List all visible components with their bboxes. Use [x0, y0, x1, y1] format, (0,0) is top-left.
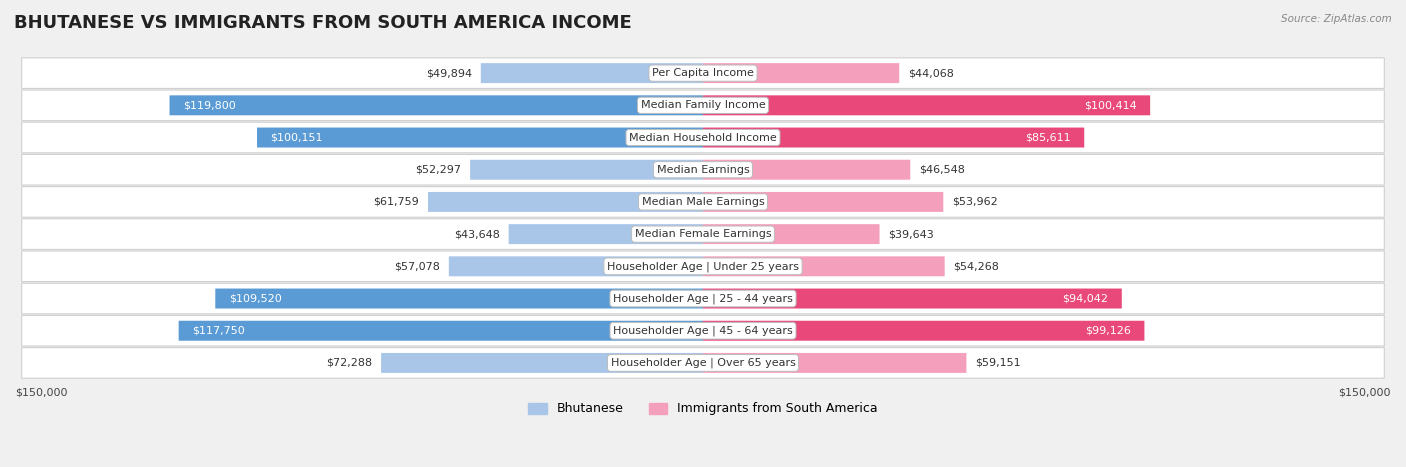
Text: $85,611: $85,611 [1025, 133, 1071, 142]
FancyBboxPatch shape [21, 122, 1385, 153]
Text: Householder Age | 45 - 64 years: Householder Age | 45 - 64 years [613, 325, 793, 336]
FancyBboxPatch shape [703, 256, 945, 276]
Text: $119,800: $119,800 [183, 100, 236, 110]
Text: $44,068: $44,068 [908, 68, 955, 78]
FancyBboxPatch shape [179, 321, 703, 341]
Text: Per Capita Income: Per Capita Income [652, 68, 754, 78]
Text: $150,000: $150,000 [15, 387, 67, 397]
FancyBboxPatch shape [509, 224, 703, 244]
FancyBboxPatch shape [449, 256, 703, 276]
Text: Median Male Earnings: Median Male Earnings [641, 197, 765, 207]
FancyBboxPatch shape [703, 95, 1150, 115]
FancyBboxPatch shape [21, 251, 1385, 282]
Text: Householder Age | 25 - 44 years: Householder Age | 25 - 44 years [613, 293, 793, 304]
Text: $53,962: $53,962 [952, 197, 998, 207]
FancyBboxPatch shape [703, 127, 1084, 148]
Text: $100,151: $100,151 [270, 133, 323, 142]
Text: $49,894: $49,894 [426, 68, 472, 78]
FancyBboxPatch shape [21, 219, 1385, 249]
Text: $46,548: $46,548 [920, 165, 965, 175]
FancyBboxPatch shape [21, 283, 1385, 314]
Text: Source: ZipAtlas.com: Source: ZipAtlas.com [1281, 14, 1392, 24]
FancyBboxPatch shape [21, 347, 1385, 378]
Legend: Bhutanese, Immigrants from South America: Bhutanese, Immigrants from South America [523, 397, 883, 420]
Text: Median Earnings: Median Earnings [657, 165, 749, 175]
Text: BHUTANESE VS IMMIGRANTS FROM SOUTH AMERICA INCOME: BHUTANESE VS IMMIGRANTS FROM SOUTH AMERI… [14, 14, 631, 32]
Text: Median Female Earnings: Median Female Earnings [634, 229, 772, 239]
FancyBboxPatch shape [21, 58, 1385, 88]
Text: $57,078: $57,078 [394, 262, 440, 271]
Text: $52,297: $52,297 [415, 165, 461, 175]
FancyBboxPatch shape [703, 160, 910, 180]
FancyBboxPatch shape [21, 315, 1385, 346]
Text: $54,268: $54,268 [953, 262, 1000, 271]
Text: $94,042: $94,042 [1063, 294, 1108, 304]
FancyBboxPatch shape [215, 289, 703, 309]
Text: $100,414: $100,414 [1084, 100, 1137, 110]
FancyBboxPatch shape [703, 63, 900, 83]
FancyBboxPatch shape [381, 353, 703, 373]
FancyBboxPatch shape [703, 289, 1122, 309]
FancyBboxPatch shape [470, 160, 703, 180]
FancyBboxPatch shape [703, 224, 880, 244]
Text: $109,520: $109,520 [229, 294, 281, 304]
Text: $43,648: $43,648 [454, 229, 499, 239]
Text: $99,126: $99,126 [1085, 325, 1130, 336]
FancyBboxPatch shape [257, 127, 703, 148]
FancyBboxPatch shape [703, 321, 1144, 341]
Text: $117,750: $117,750 [193, 325, 245, 336]
FancyBboxPatch shape [427, 192, 703, 212]
Text: $150,000: $150,000 [1339, 387, 1391, 397]
FancyBboxPatch shape [170, 95, 703, 115]
Text: Median Household Income: Median Household Income [628, 133, 778, 142]
Text: Householder Age | Under 25 years: Householder Age | Under 25 years [607, 261, 799, 272]
Text: $59,151: $59,151 [976, 358, 1021, 368]
Text: $39,643: $39,643 [889, 229, 934, 239]
FancyBboxPatch shape [481, 63, 703, 83]
FancyBboxPatch shape [21, 90, 1385, 120]
FancyBboxPatch shape [703, 192, 943, 212]
Text: $72,288: $72,288 [326, 358, 373, 368]
Text: $61,759: $61,759 [374, 197, 419, 207]
FancyBboxPatch shape [21, 155, 1385, 185]
FancyBboxPatch shape [703, 353, 966, 373]
FancyBboxPatch shape [21, 187, 1385, 217]
Text: Median Family Income: Median Family Income [641, 100, 765, 110]
Text: Householder Age | Over 65 years: Householder Age | Over 65 years [610, 358, 796, 368]
